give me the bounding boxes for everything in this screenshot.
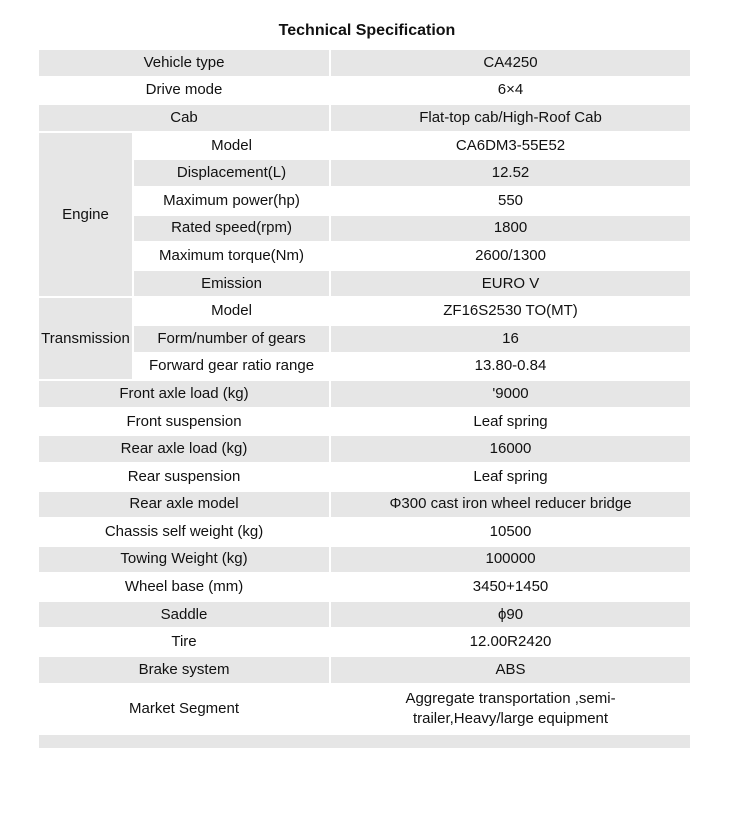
table-row: Forward gear ratio range 13.80-0.84 (38, 351, 693, 382)
table-row: Transmission Model ZF16S2530 TO(MT) (37, 296, 693, 382)
table-row: Saddle ϕ90 (36, 599, 693, 630)
spec-label: Model (131, 296, 332, 326)
spec-label: Vehicle type (36, 48, 332, 78)
table-row: Wheel base (mm) 3450+1450 (36, 572, 693, 602)
table-row: Rear suspension Leaf spring (36, 461, 693, 492)
spec-value: 16000 (329, 434, 693, 464)
spec-value: 13.80-0.84 (329, 351, 693, 382)
spec-label: Towing Weight (kg) (36, 544, 332, 575)
spec-value: ABS (329, 655, 693, 685)
spec-label: Wheel base (mm) (36, 572, 332, 602)
spec-label: Forward gear ratio range (131, 351, 332, 382)
spec-value: 100000 (329, 544, 693, 575)
spec-label: Emission (131, 268, 332, 299)
spec-label: Form/number of gears (131, 323, 332, 354)
table-row: Maximum power(hp) 550 (38, 185, 693, 216)
spec-value: 10500 (329, 517, 693, 547)
spec-label: Model (131, 130, 332, 161)
spec-value: CA4250 (329, 48, 693, 78)
spec-label: Rear axle load (kg) (36, 434, 332, 464)
table-row: Towing Weight (kg) 100000 (36, 544, 693, 575)
spec-label: Rated speed(rpm) (131, 213, 332, 244)
group-label: Engine (37, 130, 134, 299)
table-row: Chassis self weight (kg) 10500 (36, 517, 693, 547)
table-row: Rated speed(rpm) 1800 (38, 213, 693, 244)
table-row: Vehicle type CA4250 (36, 48, 693, 78)
spec-value: ZF16S2530 TO(MT) (329, 296, 693, 326)
table-row: Emission EURO V (38, 268, 693, 299)
table-row: Front axle load (kg) '9000 (36, 379, 693, 409)
spec-value: 3450+1450 (329, 572, 693, 602)
spec-label: Drive mode (36, 75, 332, 106)
table-row: Rear axle load (kg) 16000 (36, 434, 693, 464)
table-row: Front suspension Leaf spring (36, 406, 693, 437)
spec-value: 12.52 (329, 158, 693, 188)
spec-label: Saddle (36, 599, 332, 630)
blank-row (36, 732, 693, 750)
spec-label: Displacement(L) (131, 158, 332, 188)
spec-label: Chassis self weight (kg) (36, 517, 332, 547)
spec-value: EURO V (329, 268, 693, 299)
table-row: Tire 12.00R2420 (36, 627, 693, 658)
blank-cell (36, 732, 693, 750)
spec-value: Leaf spring (329, 461, 693, 492)
table-row: Maximum torque(Nm) 2600/1300 (38, 241, 693, 271)
spec-label: Brake system (36, 655, 332, 685)
table-row: Drive mode 6×4 (36, 75, 693, 106)
spec-value: 1800 (329, 213, 693, 244)
spec-value: ϕ90 (329, 599, 693, 630)
spec-value: CA6DM3-55E52 (329, 130, 693, 161)
spec-value: Φ300 cast iron wheel reducer bridge (329, 489, 693, 520)
table-row: Form/number of gears 16 (38, 323, 693, 354)
table-title: Technical Specification (278, 22, 456, 39)
table-row: Brake system ABS (36, 655, 693, 685)
spec-value: 6×4 (329, 75, 693, 106)
spec-value: 16 (329, 323, 693, 354)
spec-label: Maximum torque(Nm) (131, 241, 332, 271)
group-label: Transmission (37, 296, 134, 382)
spec-label: Cab (36, 103, 332, 133)
spec-value: Aggregate transportation ,semi-trailer,H… (329, 682, 693, 735)
spec-value: 550 (329, 185, 693, 216)
spec-value: 12.00R2420 (329, 627, 693, 658)
table-row: Cab Flat-top cab/High-Roof Cab (36, 103, 693, 133)
spec-label: Tire (36, 627, 332, 658)
spec-table: Vehicle type CA4250 Drive mode 6×4 Cab Flat-t… (36, 48, 693, 750)
table-row: Displacement(L) 12.52 (38, 158, 693, 188)
table-row: Engine Model CA6DM3-55E52 (37, 130, 693, 299)
spec-label: Front axle load (kg) (36, 379, 332, 409)
spec-value: Flat-top cab/High-Roof Cab (329, 103, 693, 133)
table-row: Rear axle model Φ300 cast iron wheel redu… (36, 489, 693, 520)
spec-value: '9000 (329, 379, 693, 409)
spec-label: Market Segment (36, 682, 332, 735)
spec-label: Rear suspension (36, 461, 332, 492)
spec-value: Leaf spring (329, 406, 693, 437)
spec-label: Front suspension (36, 406, 332, 437)
spec-value: 2600/1300 (329, 241, 693, 271)
spec-label: Rear axle model (36, 489, 332, 520)
table-row: Market Segment Aggregate transportation ,… (36, 682, 693, 735)
spec-label: Maximum power(hp) (131, 185, 332, 216)
